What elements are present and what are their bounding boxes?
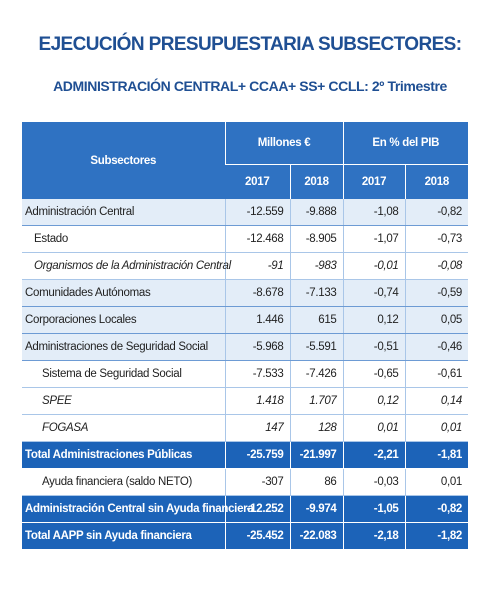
cell-value: -983 [289,252,344,280]
cell-value: -1,08 [342,199,406,226]
cell-value: -1,81 [404,441,469,469]
row-label: SPEE [22,387,225,415]
header-cell: Subsectores [22,122,225,199]
table-row: Estado -12.468 -8.905 -1,07 -0,73 [22,225,469,253]
cell-value: -7.133 [289,279,344,307]
row-label: Administración Central [22,199,225,226]
cell-value: -0,74 [342,279,406,307]
table-row: Total AAPP sin Ayuda financiera -25.452 -2… [22,522,469,550]
cell-value: 1.446 [224,306,290,334]
cell-value: -1,05 [342,495,406,523]
cell-value: -7.426 [289,360,344,388]
cell-value: 1.707 [289,387,344,415]
cell-value: -9.888 [289,199,344,226]
cell-value: -91 [224,252,290,280]
cell-value: -12.468 [224,225,290,253]
row-label: FOGASA [22,414,225,442]
cell-value: 0,12 [342,387,406,415]
cell-value: -21.997 [289,441,344,469]
cell-value: -2,18 [342,522,406,550]
row-label: Estado [22,225,225,253]
cell-value: -1,07 [342,225,406,253]
cell-value: 0,12 [342,306,406,334]
cell-value: -5.591 [289,333,344,361]
cell-value: -0,08 [404,252,469,280]
row-label: Corporaciones Locales [22,306,225,334]
cell-value: -5.968 [224,333,290,361]
cell-value: 0,14 [404,387,469,415]
header-group: En % del PIB [342,122,469,165]
cell-value: -0,46 [404,333,469,361]
row-label: Ayuda financiera (saldo NETO) [22,468,225,496]
row-label: Administraciones de Seguridad Social [22,333,225,361]
table-row: Ayuda financiera (saldo NETO) -307 86 -0,03… [22,468,469,496]
cell-value: -2,21 [342,441,406,469]
cell-value: -0,61 [404,360,469,388]
cell-value: -0,82 [404,495,469,523]
header-year: 2017 [342,164,406,199]
cell-value: 86 [289,468,344,496]
cell-value: -307 [224,468,290,496]
cell-value: -7.533 [224,360,290,388]
cell-value: -0,59 [404,279,469,307]
cell-value: -0,65 [342,360,406,388]
table-row: Administración Central -12.559 -9.888 -1,08… [22,199,469,226]
subtitle: ADMINISTRACIÓN CENTRAL+ CCAA+ SS+ CCLL: … [53,78,447,94]
table-row: SPEE 1.418 1.707 0,12 0,14 [22,387,469,415]
cell-value: -9.974 [289,495,344,523]
header-group: Millones € [224,122,344,165]
cell-value: 615 [289,306,344,334]
table-row: Administración Central sin Ayuda financi… [22,495,469,523]
title: EJECUCIÓN PRESUPUESTARIA SUBSECTORES: [38,34,463,55]
cell-value: -22.083 [289,522,344,550]
row-label: Sistema de Seguridad Social [22,360,225,388]
table-row: Sistema de Seguridad Social -7.533 -7.426-… [22,360,469,388]
row-label: Total Administraciones Públicas [22,441,225,469]
cell-value: -0,82 [404,199,469,226]
cell-value: -12.559 [224,199,290,226]
cell-value: 0,01 [342,414,406,442]
row-label: Total AAPP sin Ayuda financiera [22,522,225,550]
row-label: Organismos de la Administración Central [22,252,231,280]
table-row: FOGASA 147 128 0,01 0,01 [22,414,469,442]
table-body: Administración Central -12.559 -9.888 -1,08… [22,199,469,550]
row-label: Administración Central sin Ayuda financi… [22,495,254,523]
table-row: Administraciones de Seguridad Social -5.9… [22,333,469,361]
cell-value: -25.452 [224,522,290,550]
budget-table: Subsectores Millones € En % del PIB 2017… [22,122,469,550]
cell-value: -0,01 [342,252,406,280]
header-year: 2018 [404,164,469,199]
header-year: 2017 [225,164,290,199]
row-label: Comunidades Autónomas [22,279,225,307]
cell-value: -1,82 [404,522,469,550]
cell-value: -0,73 [404,225,469,253]
table-row: Total Administraciones Públicas -25.759 -2… [22,441,469,469]
cell-value: -25.759 [224,441,290,469]
cell-value: 128 [289,414,344,442]
cell-value: 0,05 [404,306,469,334]
cell-value: 147 [224,414,290,442]
table-row: Organismos de la Administración Central -… [22,252,469,280]
cell-value: -0,03 [342,468,406,496]
cell-value: -0,51 [342,333,406,361]
cell-value: -8.905 [289,225,344,253]
header-year: 2018 [289,164,344,199]
cell-value: -8.678 [224,279,290,307]
table-row: Corporaciones Locales 1.446 615 0,12 0,05 [22,306,469,334]
cell-value: 0,01 [404,468,469,496]
table-row: Comunidades Autónomas -8.678 -7.133 -0,74 -0… [22,279,469,307]
cell-value: 1.418 [224,387,290,415]
cell-value: -12.252 [224,495,290,523]
cell-value: 0,01 [404,414,469,442]
